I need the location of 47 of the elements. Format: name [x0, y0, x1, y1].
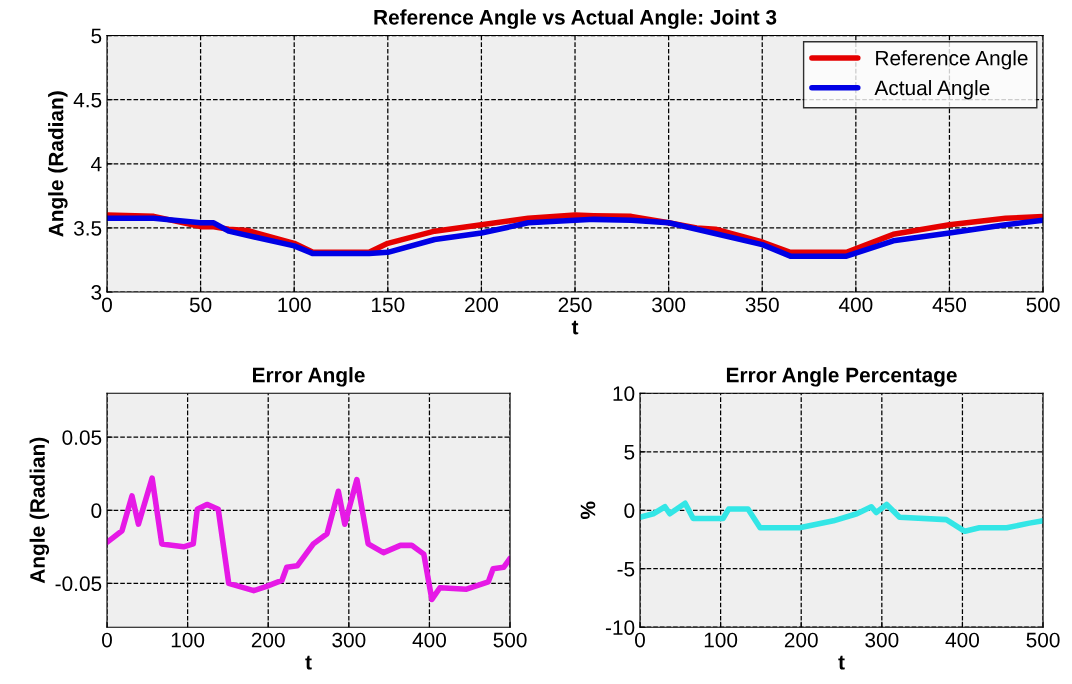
legend-label: Actual Angle: [874, 79, 990, 100]
x-axis-title: t: [305, 655, 312, 670]
x-axis-title: t: [838, 655, 845, 670]
x-tick-label: 200: [251, 632, 285, 648]
x-tick-label: 500: [493, 632, 527, 648]
y-tick-label: 0: [91, 503, 102, 519]
x-tick-label: 100: [171, 632, 205, 648]
y-tick-label: 0.05: [62, 430, 102, 445]
y-axis-title: %: [580, 501, 596, 520]
x-axis-title: t: [571, 320, 579, 335]
y-tick-label: 4.5: [73, 92, 102, 108]
y-tick-label: -5: [617, 561, 635, 577]
x-tick-label: 100: [278, 297, 311, 313]
x-tick-label: 250: [558, 297, 592, 313]
x-tick-label: 400: [838, 297, 873, 313]
y-axis-title: Angle (Radian): [29, 437, 50, 584]
x-tick-label: 100: [704, 632, 738, 648]
x-tick-label: 200: [465, 297, 498, 313]
x-tick-label: 300: [865, 632, 899, 648]
x-tick-label: 0: [102, 297, 112, 313]
x-tick-label: 300: [332, 632, 366, 648]
x-tick-label: 50: [189, 297, 212, 313]
x-tick-label: 150: [372, 297, 405, 313]
x-tick-label: 0: [635, 632, 645, 648]
y-tick-label: 5: [91, 28, 102, 44]
chart-title: Error Angle: [253, 367, 365, 387]
chart-title: Error Angle Percentage: [726, 367, 957, 387]
y-tick-label: 3.5: [73, 220, 102, 236]
x-tick-label: 450: [932, 297, 967, 313]
y-tick-label: 0: [624, 503, 635, 519]
x-tick-label: 400: [412, 632, 447, 648]
y-tick-label: 5: [624, 445, 635, 460]
x-tick-label: 400: [945, 632, 980, 648]
y-tick-label: -10: [605, 620, 635, 635]
y-axis-title: Angle (Radian): [48, 91, 68, 237]
x-tick-label: 0: [102, 632, 112, 648]
x-tick-label: 200: [784, 632, 818, 648]
y-tick-label: -0.05: [55, 576, 102, 592]
x-tick-label: 300: [652, 297, 686, 313]
y-tick-label: 4: [91, 157, 102, 172]
x-tick-label: 500: [1026, 632, 1060, 648]
y-tick-label: 10: [613, 386, 635, 402]
chart-title: Reference Angle vs Actual Angle: Joint 3: [374, 9, 777, 29]
legend-label: Reference Angle: [876, 50, 1028, 70]
y-tick-label: 3: [91, 285, 102, 300]
x-tick-label: 350: [745, 297, 779, 313]
x-tick-label: 500: [1026, 297, 1060, 313]
